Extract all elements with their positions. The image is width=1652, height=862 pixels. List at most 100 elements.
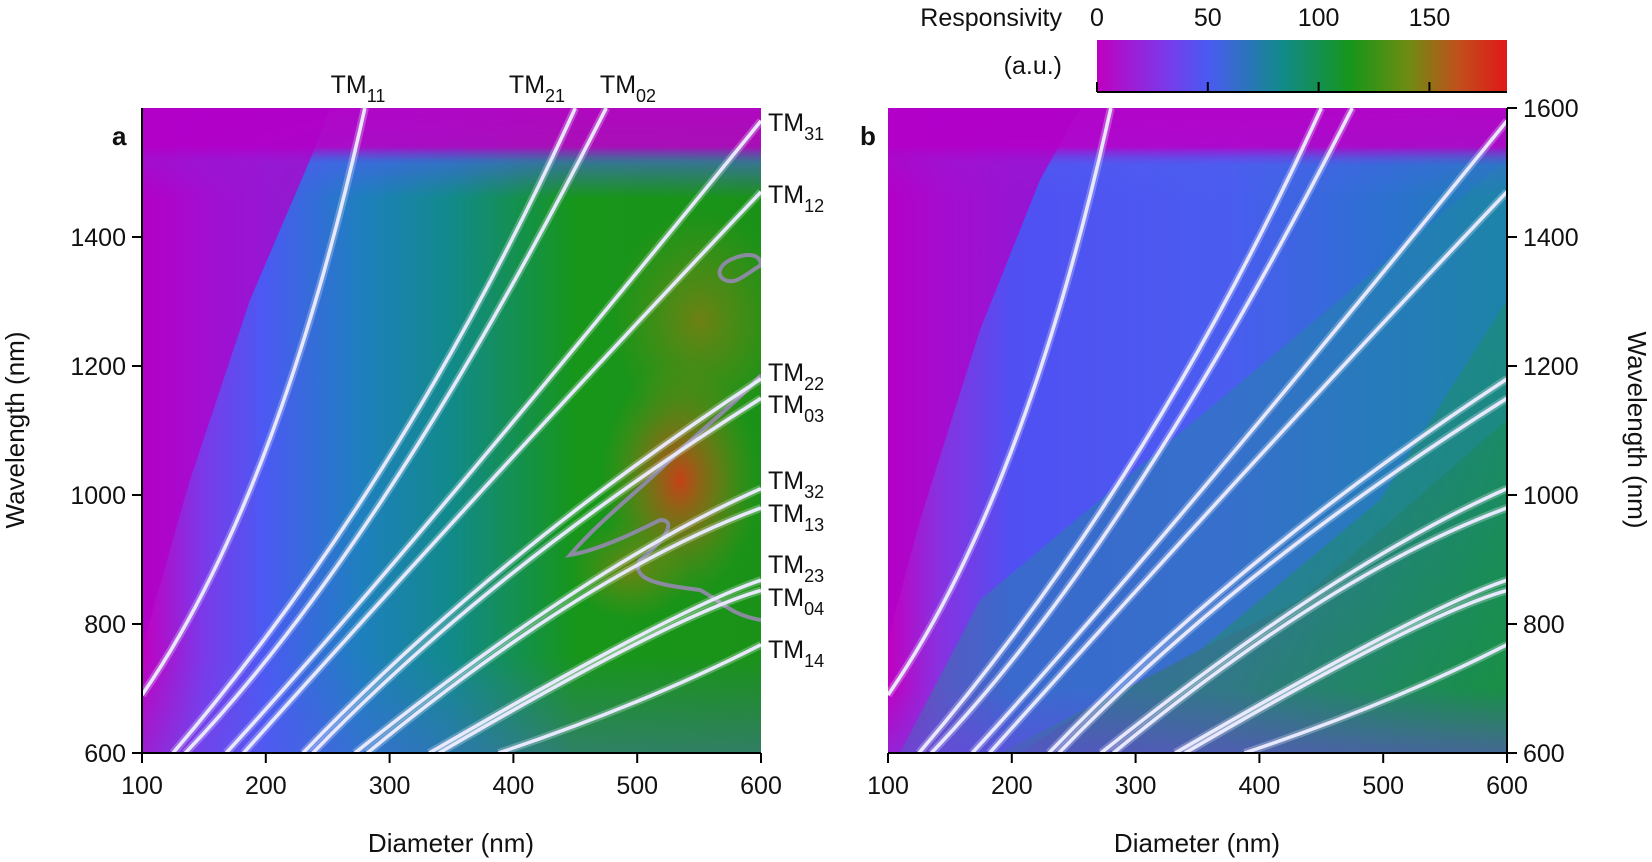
panel-b-mode-line-tm12 xyxy=(988,190,1507,753)
mode-label-tm12: TM12 xyxy=(768,181,824,216)
mode-label-base: TM xyxy=(768,391,804,419)
panel-b-mode-line-tm21 xyxy=(917,108,1323,753)
mode-label-tm11: TM11 xyxy=(331,71,386,106)
panel-a-mode-line-tm12 xyxy=(242,190,761,753)
panel-a: 100 200 300 400 500 600 600 800 1000 1200 1400 a D… xyxy=(0,71,824,858)
mode-label-tm03: TM03 xyxy=(768,391,824,426)
panel-b-mode-line-tm02 xyxy=(930,108,1354,753)
colorbar-title-line1: Responsivity xyxy=(920,4,1062,32)
mode-label-tm23: TM23 xyxy=(768,551,824,586)
panel-a-x-tick-label: 100 xyxy=(121,772,163,800)
panel-a-left-purple-region xyxy=(142,108,330,650)
mode-label-tm22: TM22 xyxy=(768,359,824,394)
panel-b-mode-line-tm32 xyxy=(1099,486,1507,753)
panel-b-y-title: Wavelength (nm) xyxy=(1622,332,1652,529)
panel-b-x-tick-label: 500 xyxy=(1362,772,1404,800)
mode-label-base: TM xyxy=(509,71,545,99)
panel-b-mode-line-tm03 xyxy=(1057,396,1507,753)
mode-label-base: TM xyxy=(331,71,367,99)
mode-label-tm13: TM13 xyxy=(768,500,824,535)
panel-b-mode-line-tm22 xyxy=(1047,377,1507,753)
panel-b: 100 200 300 400 500 600 600 800 1000 1200 1400 1600… xyxy=(860,95,1652,858)
mode-label-base: TM xyxy=(768,500,804,528)
colorbar-tick-label: 100 xyxy=(1298,4,1340,32)
panel-b-x-title: Diameter (nm) xyxy=(1114,828,1280,858)
mode-label-subscript: 21 xyxy=(545,86,565,106)
panel-a-mode-line-tm14 xyxy=(497,643,761,753)
panel-a-letter: a xyxy=(112,121,127,151)
panel-a-mode-line-tm13 xyxy=(366,506,761,753)
panel-a-x-tick-label: 500 xyxy=(616,772,658,800)
panel-b-mode-line-tm14 xyxy=(1243,643,1507,753)
panel-a-x-tick-label: 400 xyxy=(493,772,535,800)
mode-label-base: TM xyxy=(768,636,804,664)
panel-b-y-tick-label: 1000 xyxy=(1523,482,1579,510)
panel-a-mode-line-tm32 xyxy=(353,486,761,753)
panel-a-mode-line-tm23 xyxy=(428,578,761,753)
mode-label-tm04: TM04 xyxy=(768,584,824,619)
colorbar-tick-label: 50 xyxy=(1194,4,1222,32)
panel-b-mode-line-tm13 xyxy=(1112,506,1507,753)
panel-b-y-tick-label: 1400 xyxy=(1523,224,1579,252)
mode-label-tm31: TM31 xyxy=(768,109,824,144)
mode-label-subscript: 13 xyxy=(804,515,824,535)
panel-b-x-tick-label: 100 xyxy=(867,772,909,800)
panel-a-x-tick-label: 300 xyxy=(369,772,411,800)
mode-label-base: TM xyxy=(768,359,804,387)
mode-label-subscript: 11 xyxy=(367,86,386,106)
panel-a-x-title: Diameter (nm) xyxy=(368,828,534,858)
mode-label-base: TM xyxy=(768,467,804,495)
panel-b-y-tick-label: 1200 xyxy=(1523,353,1579,381)
panel-b-y-tick-label: 1600 xyxy=(1523,95,1579,123)
panel-b-mode-line-tm31 xyxy=(970,119,1507,753)
panel-a-y-title: Wavelength (nm) xyxy=(0,332,30,529)
panel-b-x-tick-label: 200 xyxy=(991,772,1033,800)
colorbar-tick-label: 0 xyxy=(1090,4,1104,32)
mode-label-base: TM xyxy=(768,584,804,612)
colorbar-tick-label: 150 xyxy=(1409,4,1451,32)
panel-a-mode-line-tm31 xyxy=(224,119,761,753)
panel-a-x-tick-label: 600 xyxy=(740,772,782,800)
panel-b-x-tick-label: 600 xyxy=(1486,772,1528,800)
panel-a-mode-line-tm03 xyxy=(311,396,761,753)
panel-b-y-tick-label: 600 xyxy=(1523,740,1565,768)
colorbar-gradient xyxy=(1097,40,1507,92)
panel-a-mode-line-tm22 xyxy=(301,377,761,753)
panel-a-mode-line-tm04 xyxy=(438,588,761,753)
mode-label-subscript: 02 xyxy=(636,86,656,106)
mode-label-subscript: 32 xyxy=(804,482,824,502)
mode-label-subscript: 23 xyxy=(804,566,824,586)
panel-a-mode-line-tm11 xyxy=(142,108,367,696)
mode-label-subscript: 04 xyxy=(804,599,824,619)
mode-label-tm02: TM02 xyxy=(600,71,656,106)
mode-label-tm21: TM21 xyxy=(509,71,565,106)
panel-b-left-purple-region xyxy=(888,108,1080,640)
panel-b-y-tick-label: 800 xyxy=(1523,611,1565,639)
panel-b-x-tick-label: 400 xyxy=(1239,772,1281,800)
panel-b-letter: b xyxy=(860,121,876,151)
mode-label-subscript: 03 xyxy=(804,406,824,426)
mode-label-subscript: 31 xyxy=(804,124,824,144)
panel-b-mode-line-tm23 xyxy=(1174,578,1507,753)
panel-a-x-tick-label: 200 xyxy=(245,772,287,800)
colorbar: Responsivity (a.u.) 0 50 100 150 xyxy=(920,4,1507,93)
panel-a-y-tick-label: 600 xyxy=(84,740,126,768)
panel-a-y-tick-label: 1000 xyxy=(70,482,126,510)
mode-label-subscript: 22 xyxy=(804,374,824,394)
mode-label-subscript: 14 xyxy=(804,651,824,671)
panel-a-y-tick-label: 1200 xyxy=(70,353,126,381)
panel-b-mode-line-tm04 xyxy=(1184,588,1507,753)
mode-label-base: TM xyxy=(768,551,804,579)
mode-label-subscript: 12 xyxy=(804,196,824,216)
panel-a-mode-line-tm21 xyxy=(171,108,577,753)
panel-a-mode-line-tm02 xyxy=(184,108,608,753)
panel-a-y-tick-label: 1400 xyxy=(70,224,126,252)
mode-label-tm14: TM14 xyxy=(768,636,824,671)
mode-label-tm32: TM32 xyxy=(768,467,824,502)
mode-label-base: TM xyxy=(600,71,636,99)
mode-label-base: TM xyxy=(768,181,804,209)
panel-b-mode-line-tm11 xyxy=(888,108,1113,696)
colorbar-title-line2: (a.u.) xyxy=(1004,52,1062,80)
panel-a-y-tick-label: 800 xyxy=(84,611,126,639)
